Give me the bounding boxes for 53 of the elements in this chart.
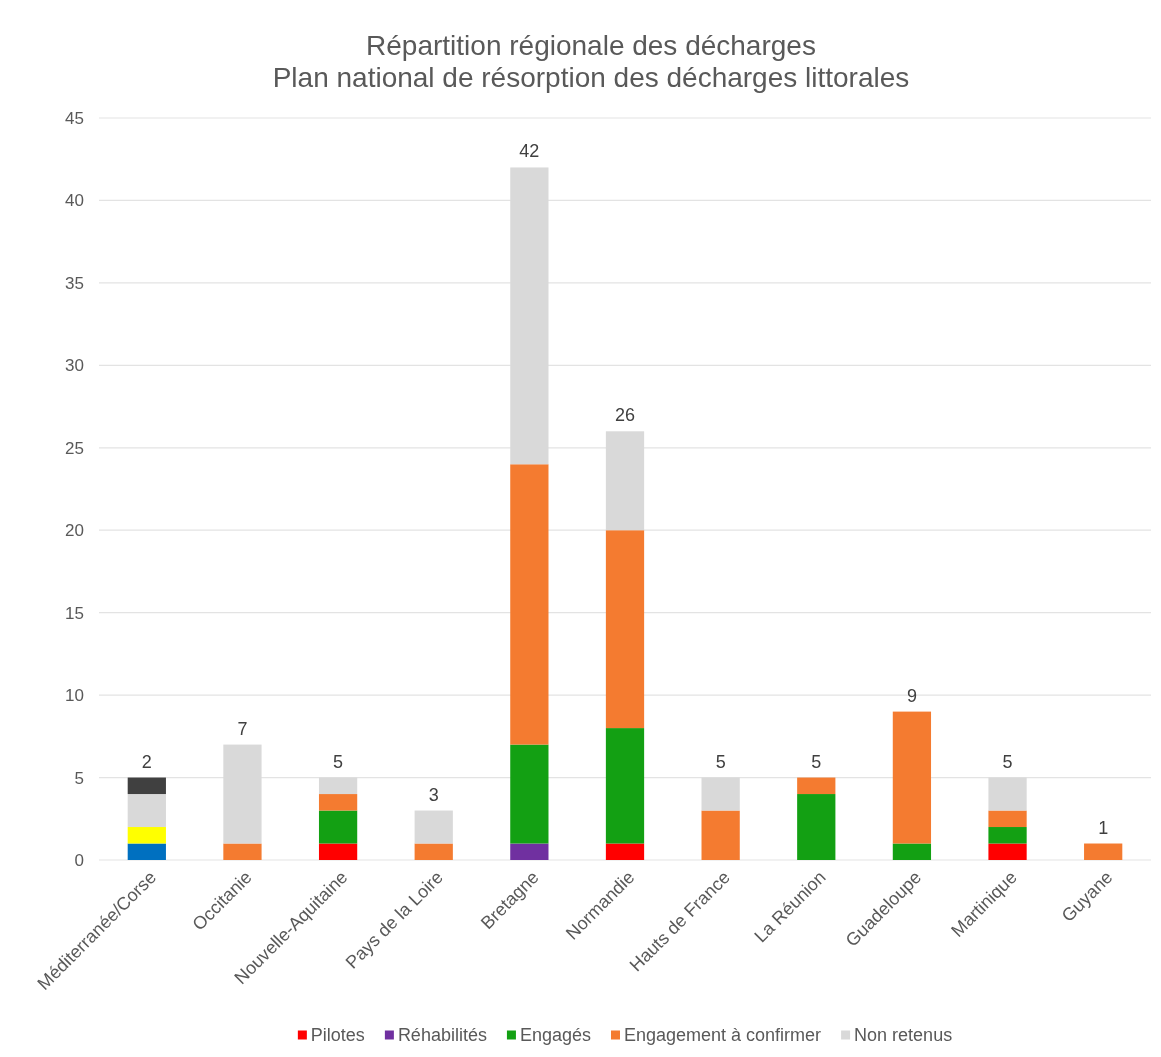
bar xyxy=(127,777,166,795)
y-tick-label: 40 xyxy=(65,191,84,211)
total-label: 5 xyxy=(811,751,822,772)
bar xyxy=(797,794,836,860)
total-label: 5 xyxy=(1002,751,1013,772)
bar xyxy=(510,744,549,844)
bar xyxy=(988,827,1027,844)
bar xyxy=(127,843,166,860)
legend-label: Non retenus xyxy=(854,1025,953,1046)
y-tick-label: 5 xyxy=(74,768,84,788)
bar xyxy=(1084,843,1123,860)
bar xyxy=(414,810,453,844)
total-label: 3 xyxy=(428,784,439,805)
bar xyxy=(510,464,549,745)
y-tick-label: 45 xyxy=(65,108,84,128)
y-tick-label: 15 xyxy=(65,603,84,623)
chart-subtitle: Plan national de résorption des décharges littorales xyxy=(272,62,910,93)
y-tick-label: 20 xyxy=(65,521,84,541)
chart-title: Répartition régionale des décharges xyxy=(366,30,816,61)
bar xyxy=(414,843,453,860)
bar xyxy=(605,728,645,844)
bar xyxy=(318,843,358,860)
total-label: 2 xyxy=(141,751,152,772)
total-label: 5 xyxy=(715,751,726,772)
total-label: 7 xyxy=(237,718,248,739)
bar xyxy=(892,843,932,860)
y-tick-label: 30 xyxy=(65,356,84,376)
y-tick-label: 10 xyxy=(65,686,84,706)
legend-label: Engagés xyxy=(519,1025,591,1046)
bar xyxy=(892,711,932,844)
bar xyxy=(605,843,645,860)
legend-label: Pilotes xyxy=(310,1025,365,1046)
bar xyxy=(127,827,166,844)
total-label: 42 xyxy=(519,141,540,162)
total-label: 9 xyxy=(906,685,917,706)
bar xyxy=(605,530,645,729)
bar xyxy=(988,843,1027,860)
bar xyxy=(701,810,740,860)
total-label: 5 xyxy=(333,751,344,772)
y-tick-label: 0 xyxy=(74,850,84,870)
legend-label: Réhabilités xyxy=(397,1025,487,1046)
bar xyxy=(988,810,1027,828)
bar xyxy=(797,777,836,795)
bar xyxy=(318,810,358,844)
bar xyxy=(318,794,358,811)
total-label: 26 xyxy=(614,405,636,426)
bar xyxy=(127,794,166,828)
y-tick-label: 25 xyxy=(65,438,84,458)
bar xyxy=(223,843,262,860)
y-tick-label: 35 xyxy=(65,273,84,293)
legend-label: Engagement à confirmer xyxy=(623,1025,822,1046)
bar xyxy=(510,843,549,860)
total-label: 1 xyxy=(1098,817,1109,838)
